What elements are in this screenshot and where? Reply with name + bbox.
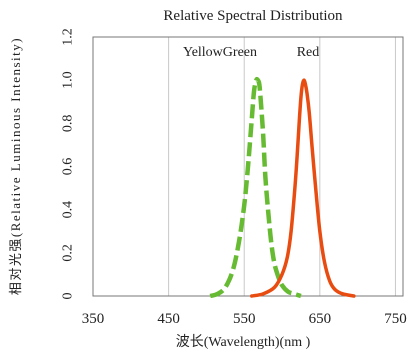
x-tick-label: 750 [384, 311, 407, 327]
x-tick-label: 650 [309, 311, 332, 327]
y-tick-label: 1.2 [61, 28, 76, 46]
chart-title: Relative Spectral Distribution [163, 8, 343, 24]
y-axis-label: 相对光强(Relative Luminous Intensity) [8, 37, 23, 295]
y-tick-label: 0.8 [61, 115, 76, 133]
legend-layer: YellowGreen Red [183, 45, 319, 60]
y-tick-label: 0.6 [61, 158, 76, 176]
y-tick-label: 0.2 [61, 244, 76, 261]
y-tick-label: 0 [61, 293, 76, 300]
series-line-red [250, 78, 356, 298]
series-layer [209, 76, 356, 299]
x-axis-label: 波长(Wavelength)(nm ) [176, 334, 311, 350]
x-tick-label: 550 [233, 311, 256, 327]
y-tick-label: 1.0 [61, 71, 76, 89]
x-tick-label: 450 [157, 311, 180, 327]
legend-label-red: Red [297, 45, 320, 60]
tick-layer: 350 450 550 650 750 0 0.2 0.4 0.6 0.8 1.0 1.2 [61, 28, 407, 327]
legend-label-yellowgreen: YellowGreen [183, 45, 257, 60]
grid-layer [168, 37, 396, 296]
y-tick-label: 0.4 [61, 201, 76, 219]
plot-frame [92, 36, 404, 297]
x-tick-label: 350 [82, 311, 105, 327]
